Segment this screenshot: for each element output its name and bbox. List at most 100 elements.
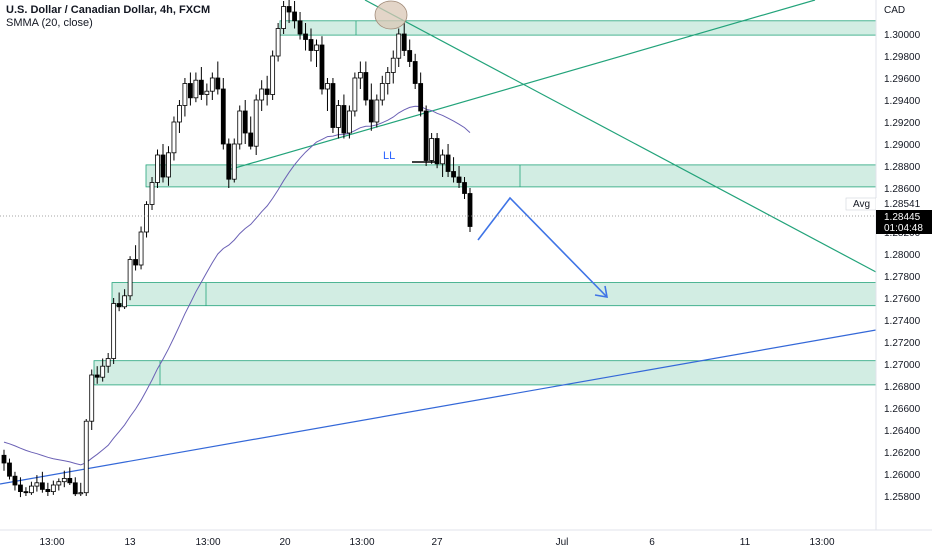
rising-trendline-blue (0, 329, 877, 485)
candle-body-64 (352, 77, 358, 112)
candle-body-33 (182, 83, 188, 106)
time-tick-labels: 13:00 13 13:00 20 13:00 27 Jul 6 11 13:00 (39, 537, 834, 548)
last-price: 1.28445 (884, 212, 921, 223)
falling-trendline-green (364, 0, 877, 273)
rising-trendline-green (227, 0, 816, 171)
price-tick-2: 1.29600 (884, 74, 921, 85)
candle-body-39 (215, 77, 221, 90)
time-tick-9: 13:00 (809, 537, 834, 548)
candle-body-61 (336, 105, 341, 128)
candle-body-26 (144, 204, 149, 233)
candle-body-40 (220, 88, 226, 145)
candle-body-58 (319, 44, 325, 90)
candle-body-77 (423, 110, 429, 161)
price-tick-12: 1.27400 (884, 316, 921, 327)
candle-body-14 (78, 492, 84, 495)
candle-body-46 (253, 99, 259, 147)
currency-label: CAD (884, 5, 905, 16)
candle-body-65 (357, 72, 363, 79)
symbol-title[interactable]: U.S. Dollar / Canadian Dollar, 4h, FXCM (6, 4, 211, 16)
zones (93, 20, 877, 386)
candle-body-74 (407, 50, 413, 62)
candle-body-42 (231, 143, 237, 180)
candle-body-70 (385, 72, 391, 84)
price-tick-16: 1.26600 (884, 404, 921, 415)
time-tick-0: 13:00 (39, 537, 64, 548)
candle-body-1 (7, 462, 12, 477)
candle-body-59 (325, 83, 330, 90)
candle-body-57 (314, 44, 319, 51)
time-axis[interactable]: 13:00 13 13:00 20 13:00 27 Jul 6 11 13:00 (0, 529, 932, 550)
price-tick-18: 1.26200 (884, 448, 921, 459)
candle-body-80 (440, 154, 445, 165)
candle-body-79 (434, 138, 440, 165)
candle-body-23 (127, 259, 133, 297)
price-tick-15: 1.26800 (884, 382, 921, 393)
candle-body-51 (281, 6, 287, 29)
avg-label: Avg (853, 199, 870, 210)
candle-body-67 (368, 99, 374, 123)
price-tick-4: 1.29200 (884, 118, 921, 129)
candle-body-62 (341, 105, 347, 134)
candle-body-66 (363, 72, 369, 101)
candle-body-31 (171, 121, 177, 154)
price-axis[interactable]: CAD 1.30000 1.29800 1.29600 1.29400 1.29200 1… (845, 0, 932, 550)
candle-body-47 (259, 88, 265, 101)
time-tick-8: 11 (740, 537, 751, 548)
candle-body-27 (149, 182, 155, 205)
candle-body-82 (451, 171, 456, 178)
price-tick-20: 1.25800 (884, 492, 921, 503)
candle-body-2 (12, 475, 18, 486)
candle-body-4 (23, 491, 29, 494)
price-tick-5: 1.29000 (884, 140, 921, 151)
candle-body-9 (50, 484, 56, 492)
avg-value-badge (876, 198, 932, 210)
price-tick-1: 1.29800 (884, 52, 921, 63)
time-tick-7: 6 (649, 537, 655, 548)
zone-0 (279, 20, 877, 36)
candle-body-71 (390, 57, 396, 73)
price-tick-13: 1.27200 (884, 338, 921, 349)
candle-body-15 (83, 420, 89, 494)
candle-body-5 (29, 485, 34, 494)
annotations: LL (374, 0, 608, 298)
candle-body-76 (418, 83, 424, 112)
price-tick-14: 1.27000 (884, 360, 921, 371)
candle-body-19 (105, 358, 111, 367)
candle-body-50 (275, 28, 281, 57)
candle-body-38 (209, 77, 215, 92)
candle-body-28 (155, 154, 160, 183)
candle-body-75 (412, 61, 418, 84)
candle-body-18 (100, 365, 106, 378)
zone-2 (111, 282, 877, 307)
candle-body-34 (187, 83, 193, 99)
candle-body-16 (89, 374, 95, 422)
candle-body-13 (72, 482, 78, 495)
candle-body-6 (34, 482, 40, 487)
candle-body-49 (270, 55, 276, 95)
price-tick-19: 1.26000 (884, 470, 921, 481)
countdown: 01:04:48 (884, 223, 923, 234)
candle-body-53 (292, 11, 297, 22)
candle-body-73 (401, 33, 407, 51)
price-tick-17: 1.26400 (884, 426, 921, 437)
candle-body-48 (264, 88, 270, 95)
time-tick-6: Jul (556, 537, 569, 548)
ll-label: LL (383, 150, 395, 162)
candle-body-72 (396, 33, 402, 59)
price-tick-3: 1.29400 (884, 96, 921, 107)
time-tick-5: 27 (431, 537, 443, 548)
projection-arrowhead (594, 285, 608, 298)
candle-body-84 (462, 182, 467, 194)
candle-body-36 (198, 79, 204, 95)
candle-body-41 (226, 143, 232, 180)
candle-body-85 (467, 193, 473, 227)
candle-body-7 (39, 482, 45, 490)
candle-body-63 (346, 110, 352, 134)
price-axis-bg (876, 0, 932, 550)
indicator-legend[interactable]: SMMA (20, close) (6, 17, 93, 29)
candle-body-69 (379, 83, 385, 101)
last-price-badge (876, 210, 932, 234)
